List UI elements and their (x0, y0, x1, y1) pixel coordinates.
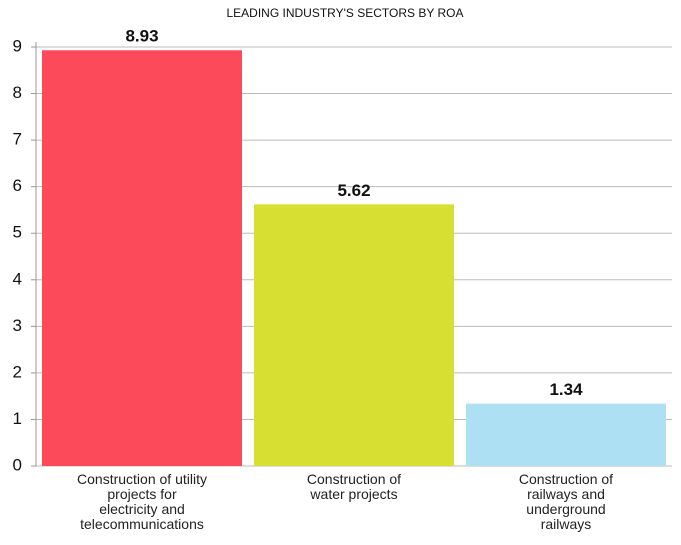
x-tick-label: Construction of water projects (306, 471, 402, 502)
x-tick-label: Construction of utility projects for ele… (77, 471, 207, 532)
y-tick-label: 2 (13, 362, 22, 381)
x-tick-label: Construction of railways and underground… (518, 471, 614, 532)
data-label: 8.93 (125, 27, 158, 46)
chart-title: LEADING INDUSTRY'S SECTORS BY ROA (226, 6, 463, 20)
y-tick-label: 1 (13, 409, 22, 428)
y-tick-label: 8 (13, 83, 22, 102)
y-tick-label: 4 (13, 269, 22, 288)
data-label: 5.62 (337, 181, 370, 200)
y-tick-label: 3 (13, 316, 22, 335)
y-tick-label: 6 (13, 176, 22, 195)
y-tick-label: 0 (13, 455, 22, 474)
data-label: 1.34 (549, 380, 583, 399)
y-tick-label: 9 (13, 36, 22, 55)
bar (254, 204, 454, 466)
y-tick-label: 5 (13, 223, 22, 242)
bar (466, 403, 666, 466)
bar (42, 50, 242, 467)
y-tick-label: 7 (13, 130, 22, 149)
